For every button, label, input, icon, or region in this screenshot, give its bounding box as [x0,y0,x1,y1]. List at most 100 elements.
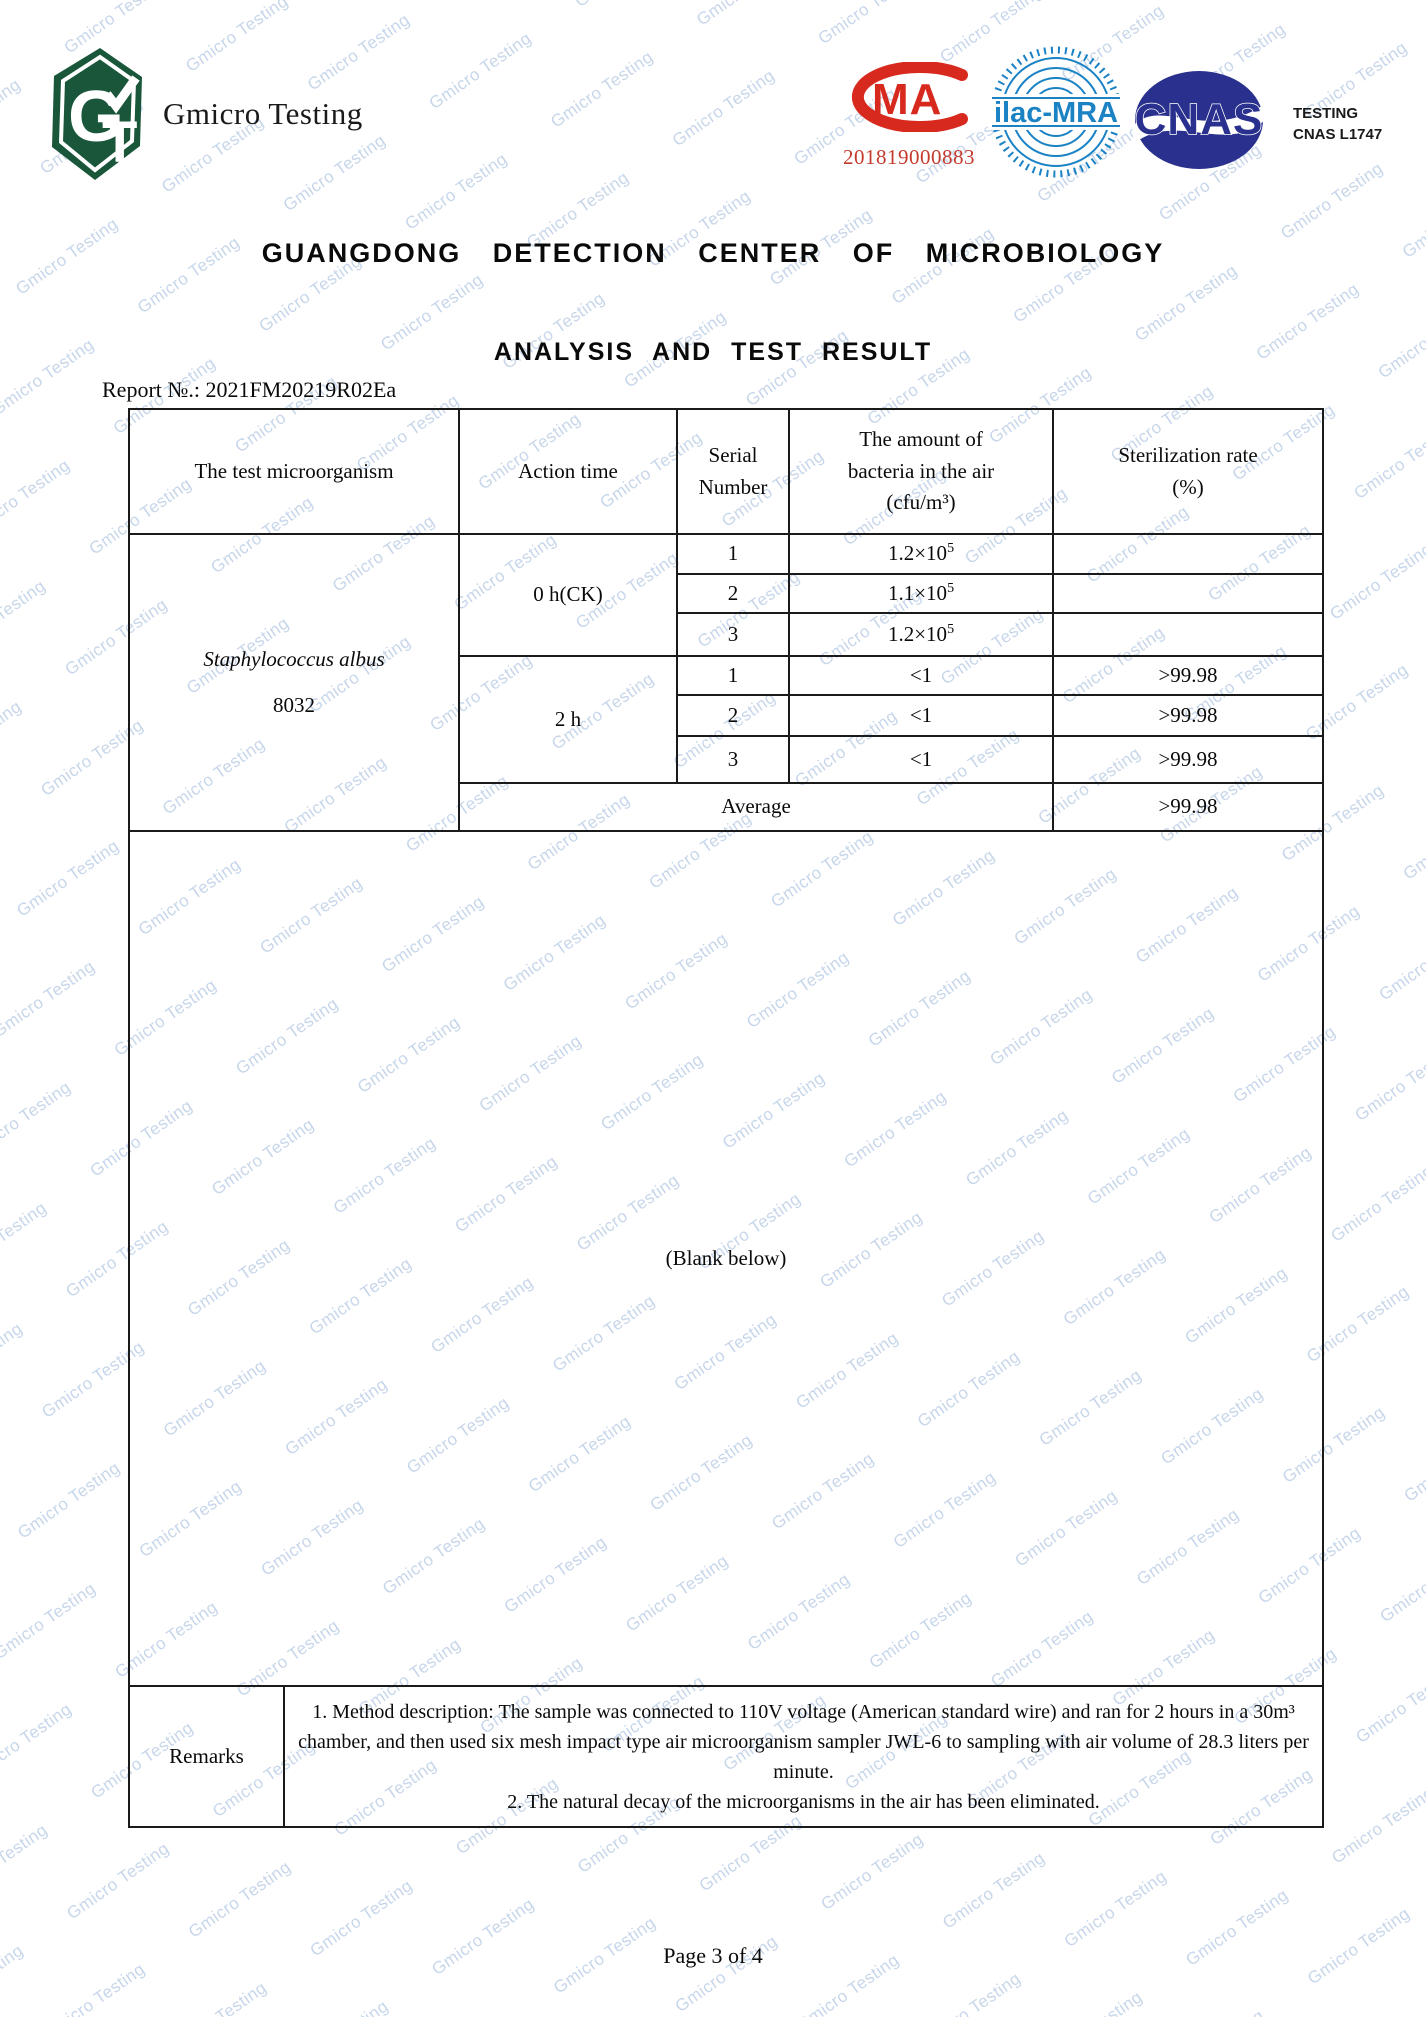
watermark-text: Gmicro Testing [1280,1991,1426,2017]
watermark-text: Gmicro Testing [401,149,511,234]
rate-na-cell [1052,573,1325,614]
watermark-text: Gmicro Testing [39,1959,149,2017]
watermark-text: Gmicro Testing [1402,2010,1426,2017]
watermark-text: Gmicro Testing [1351,1040,1426,1125]
cnas-caption-line2: CNAS L1747 [1293,126,1383,143]
watermark-text: Gmicro Testing [1326,0,1426,2]
watermark-text: Gmicro Testing [1158,1973,1315,2017]
rate-na-cell [1052,612,1325,657]
watermark-text: Gmicro Testing [0,1318,26,1403]
amount-cell: <1 [788,735,1055,784]
watermark-text: Gmicro Testing [303,9,414,95]
average-rate: >99.98 [1052,782,1325,832]
watermark-text: Gmicro Testing [0,1527,26,1645]
watermark-text: Gmicro Testing [0,1406,50,1524]
watermark-text: Gmicro Testing [766,204,876,290]
watermark-text: Gmicro Testing [0,1578,100,1664]
table-row: 2 h 1 <1 >99.98 [129,655,1325,784]
col-header-action-time: Action time [458,408,679,535]
brand-name: Gmicro Testing [163,96,363,131]
remarks-body: 1. Method description: The sample was co… [282,1685,1325,1828]
blank-row: (Blank below) [127,830,1325,1687]
watermark-text: Gmicro Testing [523,167,633,253]
rate-line2: (%) [1172,474,1204,499]
rate-na-cell [1052,533,1325,575]
action-time-0h: 0 h(CK) [458,533,679,657]
watermark-text: Gmicro Testing [620,307,730,392]
watermark-text: Gmicro Testing [0,1648,1,1766]
ilac-mra-icon: ilac-MRA [988,46,1124,178]
serial-cell: 2 [676,694,791,737]
amount-line1: The amount of [859,427,983,452]
watermark-text: Gmicro Testing [0,0,96,39]
table-row: 3 <1 >99.98 [129,735,1325,784]
watermark-text: Gmicro Testing [404,1982,561,2017]
remarks-row: Remarks 1. Method description: The sampl… [128,1685,1325,1828]
average-row: Average >99.98 [129,782,1325,832]
col-header-serial: Serial Number [676,408,791,535]
remarks-item-1: 1. Method description: The sample was co… [298,1700,1309,1783]
rate-cell: >99.98 [1052,694,1325,737]
amount-cell: <1 [788,655,1055,696]
gt-letter-g: G [68,77,124,157]
watermark-text: Gmicro Testing [0,1077,75,1162]
amount-base: 1.2×10 [887,621,948,646]
ilac-mra-mark: ilac-MRA [988,44,1124,180]
amount-base: 1.1×10 [887,580,948,605]
amount-line2: bacteria in the air [847,458,995,483]
watermark-text: Gmicro Testing [1399,799,1426,884]
cnas-icon: CNAS [1133,71,1265,169]
serial-cell: 1 [676,533,791,575]
amount-cell: 1.2×105 [788,533,1055,575]
watermark-text: Gmicro Testing [571,0,728,12]
amount-line3: (cfu/m³) [886,490,956,515]
watermark-text: Gmicro Testing [0,1820,51,1904]
amount-exponent: 5 [947,541,955,557]
amount-cell: 1.2×105 [788,612,1055,657]
remarks-label: Remarks [128,1685,285,1828]
watermark-text: Gmicro Testing [1352,1662,1426,1747]
serial-cell: 3 [676,612,791,657]
watermark-text: Gmicro Testing [0,1699,76,1784]
document-title: ANALYSIS AND TEST RESULT [493,338,933,366]
col-header-amount: The amount of bacteria in the air (cfu/m… [788,408,1055,535]
cnas-mark: CNAS [1133,70,1265,170]
watermark-text: Gmicro Testing [668,65,779,151]
watermark-text: Gmicro Testing [425,28,535,113]
serial-line1: Serial [708,443,758,467]
blank-note-cell: (Blank below) [127,830,1325,1687]
amount-exponent: 5 [947,621,955,637]
average-label: Average [458,782,1055,832]
table-header-row: The test microorganism Action time Seria… [127,408,1325,535]
serial-cell: 1 [676,655,791,696]
table-row: 3 1.2×105 [129,612,1325,657]
amount-cell: <1 [788,694,1055,737]
watermark-text: Gmicro Testing [0,576,50,660]
watermark-text: Gmicro Testing [0,956,99,1042]
watermark-text: Gmicro Testing [0,1198,51,1282]
serial-cell: 3 [676,735,791,784]
organism-cell: Staphylococcus albus 8032 [127,533,461,832]
organism-strain: 8032 [273,692,315,717]
watermark-text: Gmicro Testing [1327,1161,1426,1246]
serial-line2: Number [698,474,768,499]
remarks-item-2: 2. The natural decay of the microorganis… [507,1790,1100,1813]
watermark-text: Gmicro Testing [255,251,365,336]
watermark-text: Gmicro Testing [814,0,924,49]
watermark-text: Gmicro Testing [182,0,292,76]
gt-letter-t: T [102,110,137,175]
watermark-text: Gmicro Testing [1375,920,1426,1005]
serial-cell: 2 [676,573,791,614]
watermark-text: Gmicro Testing [283,1963,440,2017]
page-footer: Page 3 of 4 [663,1943,763,1968]
amount-base: 1.2×10 [887,541,948,566]
watermark-text: Gmicro Testing [0,455,74,540]
rate-line1: Sterilization rate [1118,443,1258,467]
watermark-text: Gmicro Testing [549,1913,660,1998]
watermark-text: Gmicro Testing [0,905,25,1023]
watermark-text: Gmicro Testing [0,1026,1,1144]
organism-name: Staphylococcus albus [203,647,385,671]
amount-exponent: 5 [947,580,955,596]
organization-title: GUANGDONG DETECTION CENTER OF MICROBIOLO… [261,238,1165,268]
